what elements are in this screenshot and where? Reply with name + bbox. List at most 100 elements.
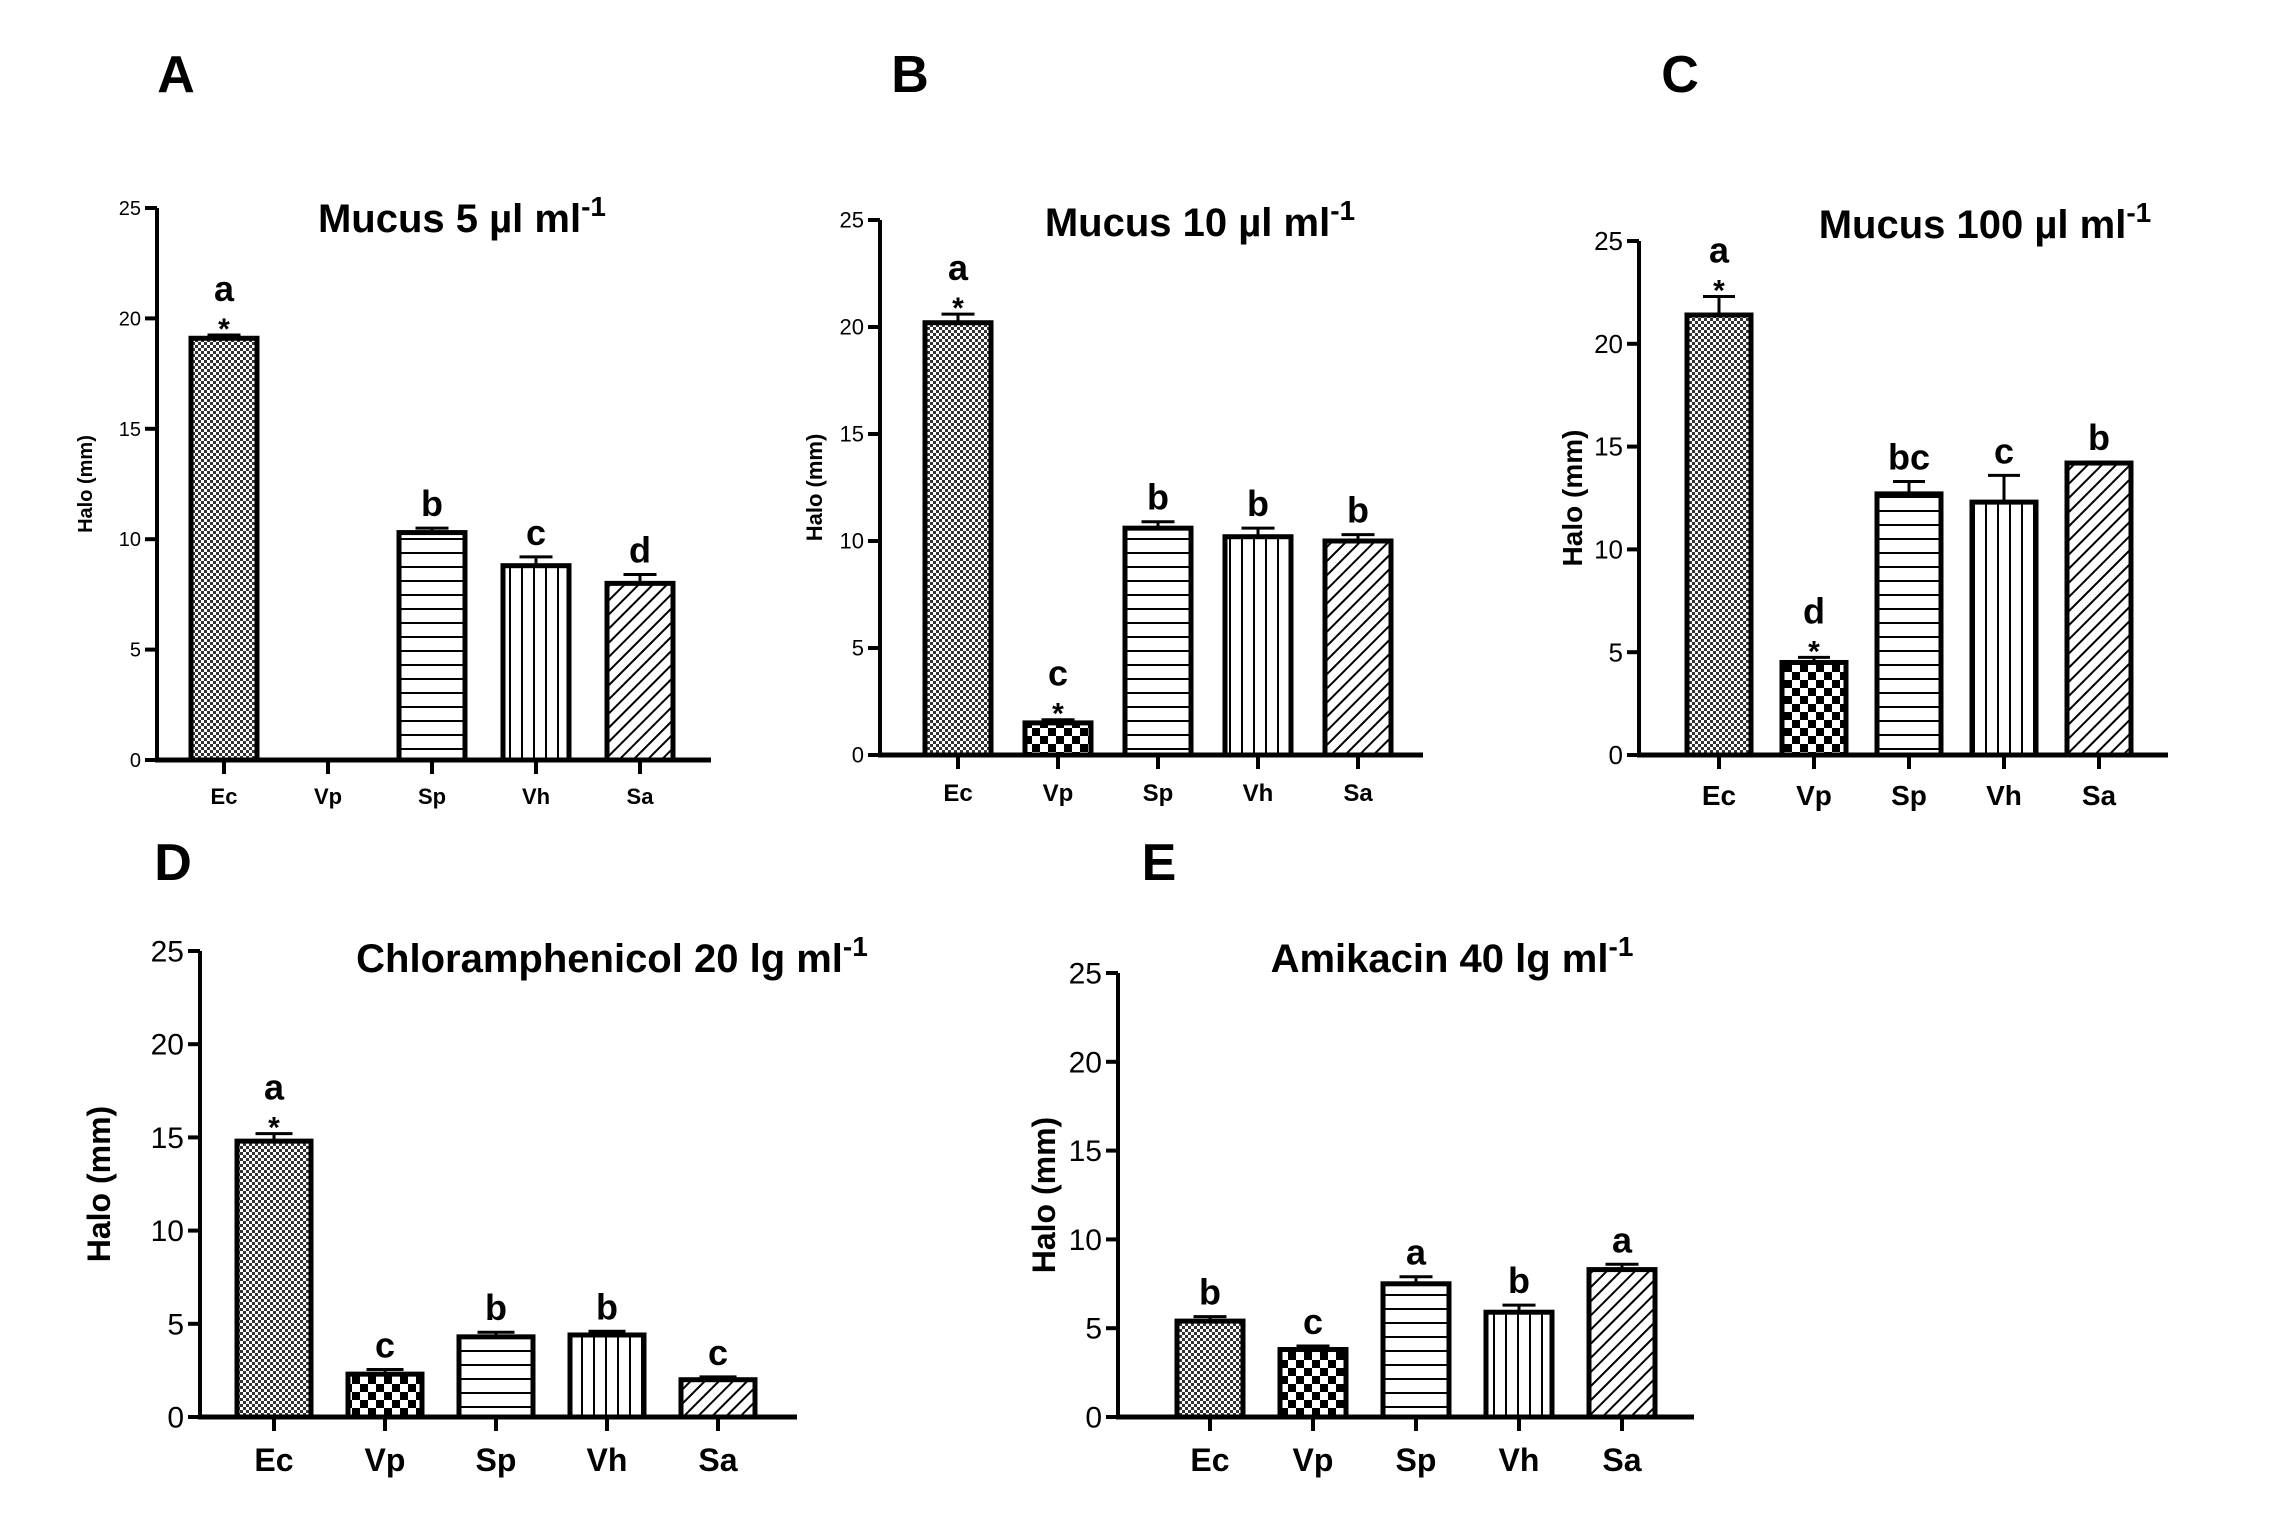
- bar-sp: [1380, 1281, 1452, 1420]
- chart-title: Mucus 5 µl ml-1: [318, 191, 606, 241]
- chart-title-superscript: -1: [581, 191, 606, 222]
- bar-sa: [678, 1377, 758, 1420]
- y-tick-label: 25: [840, 208, 864, 233]
- x-tick-label: Ec: [1702, 780, 1736, 811]
- chart-title-superscript: -1: [843, 931, 868, 962]
- y-tick-label: 0: [852, 743, 864, 768]
- group-letter: b: [596, 1286, 618, 1327]
- bar-vh: [1483, 1309, 1555, 1420]
- panel-e: E Amikacin 40 lg ml-1 Halo (mm) 0 5 10 15 20 25 E…: [1026, 834, 1694, 1478]
- y-tick-label: 10: [1069, 1224, 1102, 1257]
- group-letter: a: [214, 268, 235, 309]
- group-letter: a: [1709, 230, 1730, 271]
- x-tick-label: Sp: [476, 1442, 517, 1478]
- y-tick-label: 20: [119, 308, 141, 330]
- bar-sa: [2064, 460, 2134, 758]
- bar-sa: [1322, 538, 1394, 758]
- bar-ec: [1684, 312, 1754, 758]
- x-tick-label: Ec: [211, 784, 238, 809]
- y-tick-label: 10: [151, 1215, 184, 1248]
- group-letter: a: [948, 247, 969, 288]
- group-letter: a: [1612, 1219, 1633, 1260]
- panel-c: C Mucus 100 µl ml-1 Halo (mm) 0 5 10 15 20 25 Ec *…: [1557, 46, 2168, 811]
- group-letter: c: [375, 1324, 395, 1365]
- x-tick-label: Vh: [522, 784, 550, 809]
- y-tick-label: 0: [130, 750, 141, 772]
- bar-sp: [1122, 525, 1194, 758]
- x-tick-label: Ec: [254, 1442, 293, 1478]
- group-letter: c: [526, 512, 546, 553]
- bar-ec: [922, 320, 994, 758]
- significance-star: *: [1713, 275, 1725, 308]
- y-tick-label: 25: [1069, 958, 1102, 991]
- y-tick-label: 10: [119, 529, 141, 551]
- y-tick-label: 15: [151, 1122, 184, 1155]
- panel-label: A: [157, 46, 195, 104]
- group-letter: c: [1048, 653, 1068, 694]
- x-tick-label: Sp: [1143, 780, 1174, 807]
- y-tick-label: 5: [130, 640, 141, 662]
- group-letter: b: [1199, 1272, 1221, 1313]
- y-tick-label: 25: [1594, 226, 1623, 256]
- chart-title: Chloramphenicol 20 lg ml-1: [356, 931, 868, 981]
- y-tick-label: 20: [840, 315, 864, 340]
- x-tick-label: Vp: [1796, 780, 1832, 811]
- bar-vp: [1779, 659, 1849, 758]
- chart-title-text: Amikacin 40 lg ml: [1271, 937, 1609, 981]
- x-tick-label: Sp: [418, 784, 446, 809]
- group-letter: d: [1803, 590, 1825, 631]
- y-tick-label: 25: [151, 936, 184, 969]
- chart-title-superscript: -1: [1330, 195, 1355, 226]
- y-tick-label: 10: [1594, 535, 1623, 565]
- x-tick-label: Vp: [1043, 780, 1074, 807]
- bar-vp: [1022, 720, 1094, 758]
- chart-title-text: Mucus 100 µl ml: [1819, 203, 2127, 247]
- bar-sp: [1874, 491, 1944, 758]
- x-tick-label: Ec: [1190, 1442, 1229, 1478]
- bar-ec: [234, 1138, 314, 1420]
- group-letter: a: [1406, 1232, 1427, 1273]
- x-tick-label: Sa: [1343, 780, 1373, 807]
- significance-star: *: [1052, 698, 1064, 731]
- y-tick-label: 0: [1609, 740, 1623, 770]
- group-letter: b: [1247, 483, 1269, 524]
- x-tick-label: Vh: [1986, 780, 2022, 811]
- bar-vh: [500, 563, 572, 763]
- y-axis-label: Halo (mm): [81, 1106, 117, 1262]
- chart-title-superscript: -1: [2126, 197, 2151, 228]
- group-letter: b: [1147, 477, 1169, 518]
- group-letter: c: [1303, 1301, 1323, 1342]
- bar-vh: [1969, 499, 2039, 758]
- y-tick-label: 5: [167, 1308, 184, 1341]
- panel-label: B: [891, 46, 929, 104]
- y-tick-label: 5: [852, 636, 864, 661]
- x-tick-label: Ec: [943, 780, 972, 807]
- significance-star: *: [952, 292, 964, 325]
- group-letter: d: [629, 530, 651, 571]
- x-tick-label: Sp: [1396, 1442, 1437, 1478]
- chart-title-text: Chloramphenicol 20 lg ml: [356, 937, 843, 981]
- chart-title-text: Mucus 5 µl ml: [318, 197, 581, 241]
- y-tick-label: 10: [840, 529, 864, 554]
- panel-label: D: [154, 834, 192, 892]
- bar-vp: [1277, 1347, 1349, 1420]
- y-tick-label: 20: [151, 1029, 184, 1062]
- panel-d: D Chloramphenicol 20 lg ml-1 Halo (mm) 0 5 10…: [81, 834, 868, 1478]
- y-tick-label: 20: [1594, 329, 1623, 359]
- y-tick-label: 15: [119, 419, 141, 441]
- y-axis-label: Halo (mm): [1026, 1117, 1062, 1273]
- bar-ec: [188, 335, 260, 763]
- group-letter: a: [264, 1067, 285, 1108]
- chart-title-text: Mucus 10 µl ml: [1045, 201, 1330, 245]
- y-tick-label: 15: [840, 422, 864, 447]
- y-axis-label: Halo (mm): [802, 434, 827, 542]
- bar-sa: [604, 580, 676, 763]
- x-tick-label: Sa: [2082, 780, 2117, 811]
- y-tick-label: 5: [1085, 1313, 1102, 1346]
- significance-star: *: [218, 313, 230, 346]
- group-letter: b: [1347, 490, 1369, 531]
- x-tick-label: Vh: [1499, 1442, 1540, 1478]
- bar-sa: [1586, 1267, 1658, 1420]
- group-letter: b: [485, 1287, 507, 1328]
- x-tick-label: Sa: [627, 784, 655, 809]
